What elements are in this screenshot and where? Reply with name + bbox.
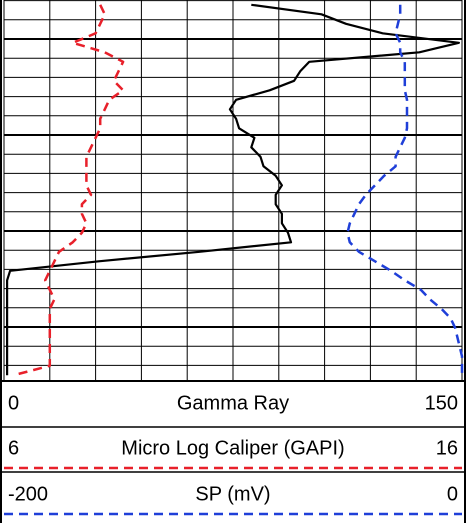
scale-min-label: -200 (8, 483, 48, 505)
scale-max-label: 0 (447, 483, 458, 505)
log-curve (12, 4, 125, 377)
scale-min-label: 6 (8, 437, 19, 459)
legend-label: Gamma Ray (177, 392, 289, 414)
log-curve (346, 4, 464, 376)
log-curve (6, 3, 460, 376)
scale-max-label: 150 (425, 392, 458, 414)
legend-label: Micro Log Caliper (GAPI) (121, 437, 344, 459)
legend-label: SP (mV) (195, 483, 270, 505)
grid (3, 0, 463, 380)
scale-max-label: 16 (436, 437, 458, 459)
curves (6, 3, 464, 377)
scale-min-label: 0 (8, 392, 19, 414)
